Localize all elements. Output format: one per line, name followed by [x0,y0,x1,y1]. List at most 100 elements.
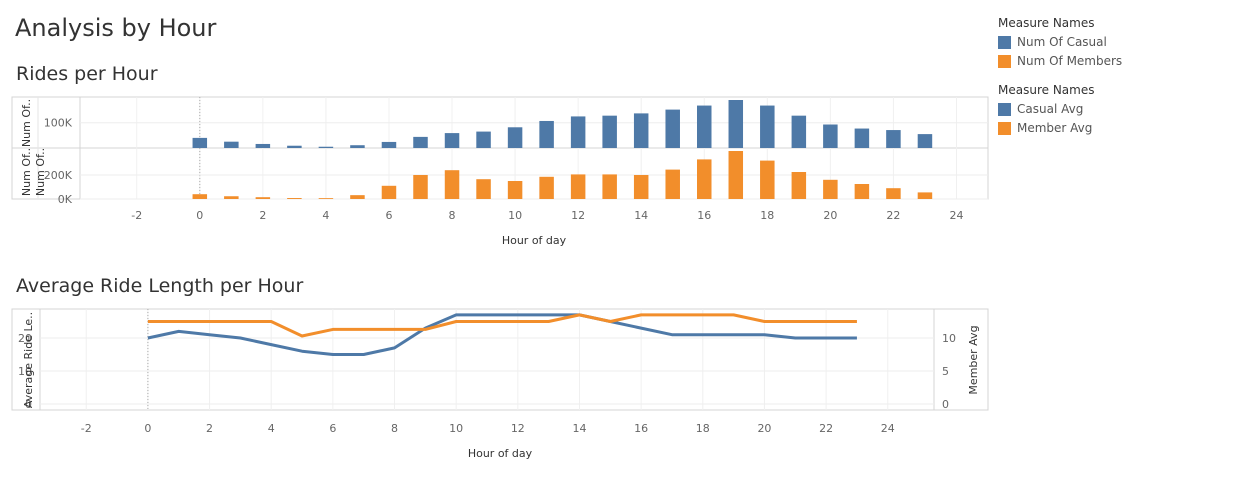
y-tick-label: 100K [44,117,73,130]
x-axis-title: Hour of day [468,447,533,460]
bar-casual [507,127,523,148]
bar-casual [570,116,586,148]
line-casual-avg [147,313,857,356]
bar-casual [760,105,775,148]
y-right-tick-label: 0 [942,398,949,411]
legend-item-casual-avg[interactable]: Casual Avg [998,102,1094,116]
legend-swatch [998,54,1011,68]
bar-members [287,198,302,199]
bar-casual [602,115,617,148]
bar-casual [318,146,334,148]
bar-casual [255,143,271,148]
bar-members [192,194,208,199]
bar-members [917,192,933,199]
x-tick-label: 6 [329,422,336,435]
x-tick-label: 18 [696,422,710,435]
bar-members [507,181,523,199]
x-tick-label: 18 [760,209,774,222]
legend-label: Casual Avg [1017,102,1084,116]
x-tick-label: 0 [196,209,203,222]
bar-casual [224,141,239,148]
bar-casual [476,131,491,148]
legend-title: Measure Names [998,83,1095,97]
bar-casual [665,109,680,148]
bar-members [791,172,807,199]
y-axis-right-label: Member Avg [967,325,980,394]
bar-members [728,151,744,199]
x-tick-label: 14 [572,422,586,435]
legend-swatch [998,102,1011,116]
bar-members [381,185,397,199]
bar-casual [854,128,870,148]
bar-casual [697,105,712,148]
bar-members [602,174,617,199]
x-tick-label: 24 [949,209,963,222]
x-tick-label: 20 [757,422,771,435]
x-tick-label: -2 [81,422,92,435]
legend-item-casual[interactable]: Num Of Casual [998,35,1122,49]
bar-casual [728,100,744,148]
line-member-avg [147,313,857,338]
x-tick-label: 6 [385,209,392,222]
x-tick-label: 16 [697,209,711,222]
rides-chart-title: Rides per Hour [16,63,158,85]
x-tick-label: 16 [634,422,648,435]
bar-casual [381,141,397,148]
bar-members [854,184,870,199]
legend-item-members[interactable]: Num Of Members [998,54,1122,68]
y-axis-label: Average Ride Le.. [22,312,35,408]
y-tick-label: 10 [18,365,32,378]
bar-members [413,175,428,199]
bar-members [444,170,460,199]
bar-members [318,198,334,199]
x-tick-label: -2 [131,209,142,222]
x-tick-label: 8 [391,422,398,435]
bar-members [570,174,586,199]
legend-avg: Measure Names Casual Avg Member Avg [998,83,1094,135]
legend-label: Num Of Casual [1017,35,1107,49]
legend-swatch [998,121,1011,135]
bar-members [760,160,775,199]
bar-casual [413,136,428,148]
bar-members [697,159,712,199]
y-right-tick-label: 10 [942,332,956,345]
x-axis-title: Hour of day [502,234,567,247]
bar-casual [539,120,554,148]
bar-members [539,176,554,199]
bar-members [823,179,838,199]
bar-casual [192,137,208,148]
bar-casual [886,130,901,148]
x-tick-label: 14 [634,209,648,222]
avg-chart-title: Average Ride Length per Hour [16,275,304,297]
bar-members [633,175,649,199]
x-tick-label: 22 [819,422,833,435]
legend-label: Member Avg [1017,121,1093,135]
y-tick-label: 200K [44,169,73,182]
x-tick-label: 12 [571,209,585,222]
x-tick-label: 4 [268,422,275,435]
bar-casual [633,113,649,148]
y-axis-label: Num Of.. [20,99,33,147]
bar-members [350,195,365,199]
legend-swatch [998,35,1011,49]
legend-item-member-avg[interactable]: Member Avg [998,121,1094,135]
y-tick-label: 0 [25,398,32,411]
bar-casual [823,124,838,148]
y-right-tick-label: 5 [942,365,949,378]
x-tick-label: 2 [259,209,266,222]
x-tick-label: 10 [508,209,522,222]
x-tick-label: 4 [322,209,329,222]
x-tick-label: 8 [449,209,456,222]
x-tick-label: 20 [823,209,837,222]
x-tick-label: 0 [144,422,151,435]
bar-casual [791,115,807,148]
legend-title: Measure Names [998,16,1095,30]
plot-frame [11,308,989,411]
y-tick-label: 20 [18,332,32,345]
bar-casual [287,145,302,148]
x-tick-label: 24 [881,422,895,435]
bar-members [886,188,901,199]
